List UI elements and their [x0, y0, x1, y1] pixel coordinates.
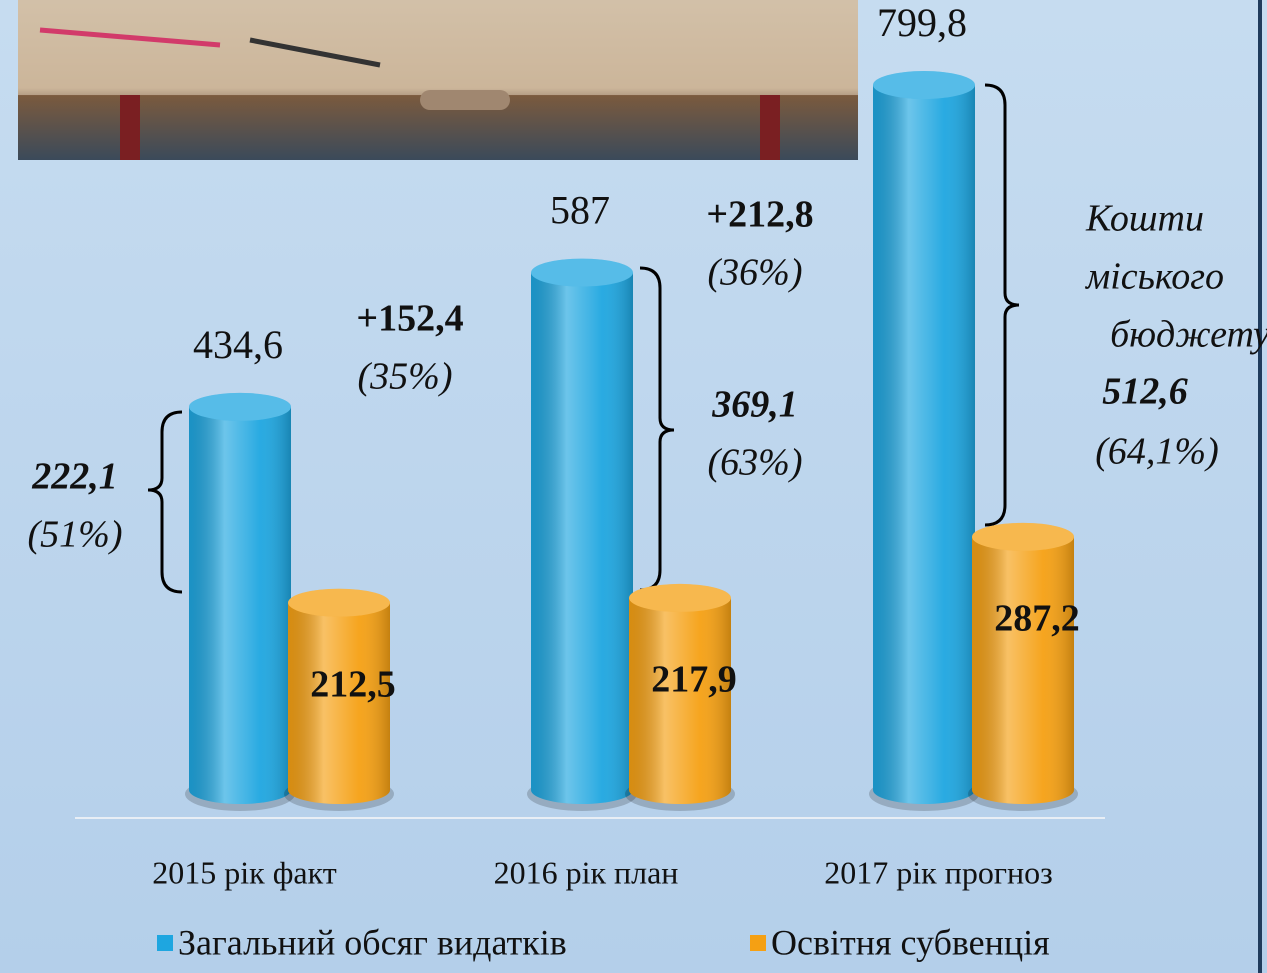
legend-item: Освітня субвенція [750, 922, 1050, 962]
legend-swatch [750, 935, 766, 951]
annotation: (51%) [28, 514, 123, 556]
cylinder-top-shine [873, 71, 975, 99]
value-label: 212,5 [310, 663, 396, 705]
legend-item: Загальний обсяг видатків [157, 922, 567, 962]
annotation: (63%) [708, 442, 803, 484]
cylinder-top-shine [531, 259, 633, 287]
x-tick-label: 2015 рік факт [152, 854, 337, 890]
annotation: 222,1 [31, 456, 118, 498]
cylinder-shine [629, 598, 731, 804]
page: 434,6 587 799,8 212,5 217,9 287,2 2015 рік фак… [0, 0, 1267, 973]
photo-chair [120, 95, 140, 160]
legend-label: Освітня субвенція [771, 922, 1050, 962]
photo-table [18, 0, 858, 95]
value-label: 287,2 [994, 598, 1080, 640]
cylinder [185, 393, 295, 811]
annotation: (35%) [358, 356, 453, 398]
cylinder-top-shine [288, 589, 390, 617]
annotation: (36%) [708, 252, 803, 294]
cylinder-shine [972, 537, 1074, 804]
annotation: бюджету [1110, 314, 1267, 356]
legend-label: Загальний обсяг видатків [178, 922, 567, 962]
cylinder [527, 259, 637, 811]
x-tick-label: 2016 рік план [494, 854, 679, 890]
value-label: 434,6 [193, 322, 283, 367]
legend-swatch [157, 935, 173, 951]
cylinder-top-shine [629, 584, 731, 612]
annotation: Кошти [1085, 198, 1204, 240]
annotation: 369,1 [711, 384, 798, 426]
annotation: (64,1%) [1095, 431, 1218, 473]
value-label: 587 [550, 188, 610, 233]
chart: 434,6 587 799,8 212,5 217,9 287,2 2015 рік фак… [0, 0, 1267, 973]
cylinder-top-shine [189, 393, 291, 421]
annotation: +212,8 [706, 194, 813, 236]
photo-chair [760, 95, 780, 160]
cylinder-shine [873, 85, 975, 804]
cylinder [869, 71, 979, 811]
x-tick-label: 2017 рік прогноз [824, 854, 1052, 890]
cylinder-shine [531, 273, 633, 804]
cylinder-top-shine [972, 523, 1074, 551]
annotation: +152,4 [356, 298, 463, 340]
annotation: міського [1084, 256, 1224, 298]
value-label: 799,8 [877, 0, 967, 45]
value-label: 217,9 [651, 659, 737, 701]
photo-pencil-case [420, 90, 510, 110]
annotation: 512,6 [1102, 371, 1188, 413]
cylinder-shine [189, 407, 291, 804]
photo [18, 0, 858, 160]
cylinder [968, 523, 1078, 811]
